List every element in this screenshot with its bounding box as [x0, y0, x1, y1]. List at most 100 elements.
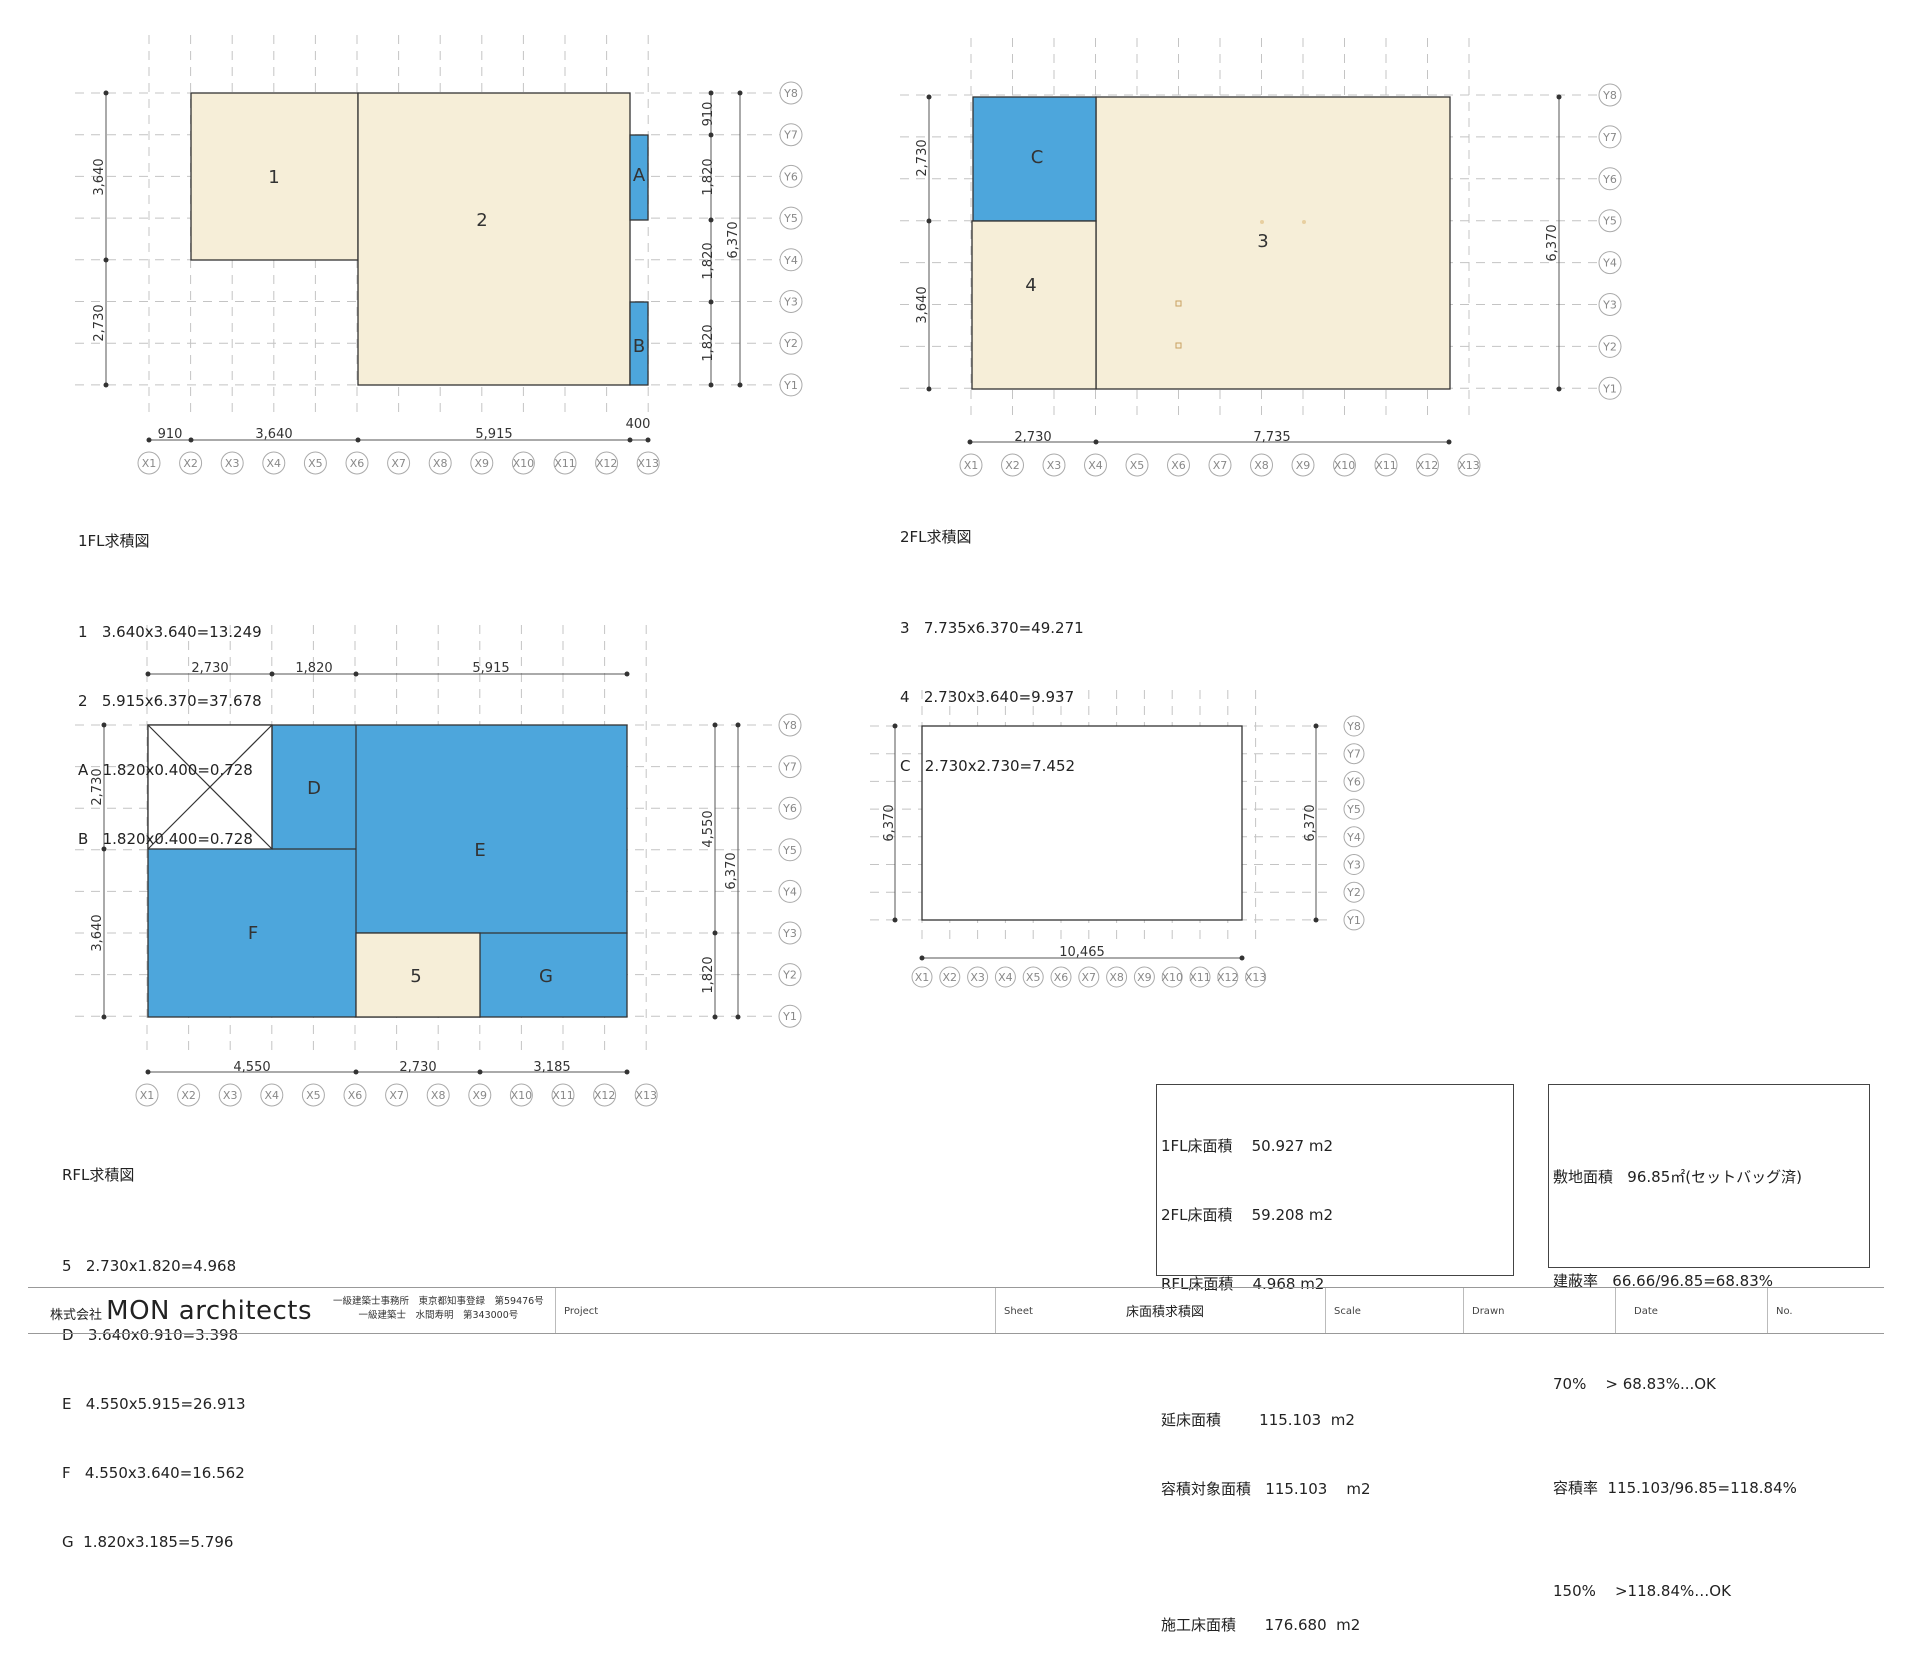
room-3-label: 3 — [1257, 231, 1268, 252]
grid-bubble-x6: X6 — [1167, 453, 1190, 477]
grid-bubble-x4: X4 — [260, 1083, 284, 1107]
svg-text:X9: X9 — [475, 457, 490, 470]
dim-2730-bottom: 2,730 — [1014, 430, 1051, 445]
summary-line: RFL床面積 4.968 m2 — [1161, 1275, 1325, 1293]
floor-area-drawing: .g{stroke:#c4c4c4;stroke-width:1;stroke-… — [75, 35, 1622, 1107]
sheet-label: Sheet — [1004, 1306, 1033, 1317]
room-b-label: B — [633, 336, 645, 357]
grid-bubble-y3: Y3 — [1598, 293, 1622, 316]
date-label: Date — [1634, 1306, 1658, 1317]
svg-text:X5: X5 — [1026, 971, 1041, 984]
registration: 一級建築士事務所 東京都知事登録 第59476号 一級建築士 水間寿明 第343… — [333, 1295, 544, 1323]
grid-bubble-x7: X7 — [1078, 966, 1100, 988]
dim-5915-bottom: 5,915 — [475, 427, 512, 442]
site-outline — [921, 725, 1243, 921]
grid-bubble-y8: Y8 — [1343, 715, 1365, 737]
fl1-calc-block: 1FL求積図 1 3.640x3.640=13.249 2 5.915x6.37… — [78, 484, 262, 874]
svg-text:X6: X6 — [350, 457, 365, 470]
room-g-label: G — [539, 966, 553, 987]
svg-text:X13: X13 — [637, 457, 659, 470]
dim-6370-left: 6,370 — [882, 804, 897, 841]
room-d-label: D — [307, 778, 321, 799]
grid-bubble-x11: X11 — [1374, 453, 1398, 477]
dim-7735-bottom: 7,735 — [1253, 430, 1290, 445]
grid-bubble-y7: Y7 — [778, 755, 802, 779]
grid-bubble-y3: Y3 — [779, 290, 803, 313]
grid-bubble-x3: X3 — [220, 451, 244, 475]
grid-bubble-x13: X13 — [634, 1083, 658, 1107]
svg-text:X2: X2 — [181, 1089, 196, 1102]
svg-text:Y3: Y3 — [1346, 859, 1361, 872]
dim-2730: 2,730 — [915, 139, 930, 176]
grid-bubble-y4: Y4 — [1598, 251, 1622, 275]
room-4-label: 4 — [1025, 275, 1036, 296]
svg-text:X2: X2 — [183, 457, 198, 470]
svg-text:X6: X6 — [1054, 971, 1069, 984]
svg-text:X8: X8 — [433, 457, 448, 470]
svg-text:Y7: Y7 — [1346, 748, 1361, 761]
dim-3640: 3,640 — [915, 286, 930, 323]
svg-text:Y1: Y1 — [1346, 914, 1361, 927]
svg-text:Y3: Y3 — [783, 296, 798, 309]
dim-2730-left: 2,730 — [90, 768, 105, 805]
svg-text:X11: X11 — [554, 457, 576, 470]
svg-text:Y4: Y4 — [1602, 257, 1617, 270]
grid-bubble-y4: Y4 — [778, 879, 802, 903]
summary-line: 1FL床面積 50.927 m2 — [1161, 1137, 1334, 1155]
title-block: 株式会社 MON architects 一級建築士事務所 東京都知事登録 第59… — [28, 1287, 1884, 1334]
dim-910-bottom: 910 — [158, 427, 183, 442]
dim-3640-bottom: 3,640 — [255, 427, 292, 442]
svg-text:X13: X13 — [1458, 459, 1480, 472]
dim-5915-top: 5,915 — [472, 661, 509, 676]
grid-bubble-y7: Y7 — [1598, 125, 1622, 149]
grid-bubble-y6: Y6 — [779, 164, 803, 188]
grid-bubble-x13: X13 — [1245, 966, 1267, 988]
sheet-value: 床面積求積図 — [1126, 1305, 1205, 1320]
svg-text:X10: X10 — [511, 1089, 533, 1102]
svg-text:X11: X11 — [552, 1089, 574, 1102]
grid-bubble-x6: X6 — [345, 451, 369, 475]
dim-1820-c: 1,820 — [701, 324, 716, 361]
grid-bubble-y1: Y1 — [1598, 376, 1622, 400]
summary-line: 2FL床面積 59.208 m2 — [1161, 1206, 1334, 1224]
scale-cell: Scale — [1325, 1288, 1464, 1333]
svg-text:X13: X13 — [1245, 971, 1267, 984]
grid-bubble-x5: X5 — [301, 1083, 325, 1107]
grid-bubble-y5: Y5 — [779, 206, 803, 230]
svg-text:X4: X4 — [998, 971, 1013, 984]
svg-text:Y5: Y5 — [1602, 215, 1617, 228]
svg-text:X3: X3 — [223, 1089, 238, 1102]
dim-1820-right: 1,820 — [701, 956, 716, 993]
dim-3640-left: 3,640 — [90, 914, 105, 951]
grid-bubble-x8: X8 — [1250, 453, 1273, 477]
svg-text:X11: X11 — [1375, 459, 1397, 472]
grid-bubble-x1: X1 — [959, 453, 983, 477]
rfl-calc-line: F 4.550x3.640=16.562 — [62, 1464, 245, 1482]
room-2 — [357, 92, 631, 386]
svg-text:X8: X8 — [1109, 971, 1124, 984]
svg-text:Y3: Y3 — [1602, 299, 1617, 312]
grid-bubble-x12: X12 — [595, 451, 619, 475]
grid-bubble-x9: X9 — [470, 451, 494, 475]
grid-bubble-y2: Y2 — [1343, 881, 1365, 903]
svg-text:Y8: Y8 — [783, 87, 798, 100]
grid-bubble-x9: X9 — [468, 1083, 492, 1107]
compliance-line: 70% > 68.83%...OK — [1553, 1375, 1716, 1393]
scale-label: Scale — [1334, 1306, 1361, 1317]
dim-2730-top: 2,730 — [191, 661, 228, 676]
grid-bubble-x10: X10 — [1161, 966, 1183, 988]
grid-bubble-y3: Y3 — [1343, 854, 1365, 875]
grid-bubble-x2: X2 — [939, 966, 961, 988]
svg-text:X8: X8 — [431, 1089, 446, 1102]
dim-1820-b: 1,820 — [701, 242, 716, 279]
summary-line: 施工床面積 176.680 m2 — [1161, 1616, 1361, 1634]
dim-2730: 2,730 — [92, 304, 107, 341]
grid-bubble-y2: Y2 — [1598, 334, 1622, 358]
room-b — [629, 301, 649, 386]
grid-bubble-y4: Y4 — [1343, 826, 1365, 848]
dim-6370: 6,370 — [726, 221, 741, 258]
grid-bubble-x2: X2 — [177, 1083, 201, 1107]
area-summary-box: 1FL床面積 50.927 m2 2FL床面積 59.208 m2 RFL床面積… — [1156, 1084, 1514, 1634]
drawn-cell: Drawn — [1463, 1288, 1616, 1333]
summary-line: 延床面積 115.103 m2 — [1161, 1411, 1355, 1429]
